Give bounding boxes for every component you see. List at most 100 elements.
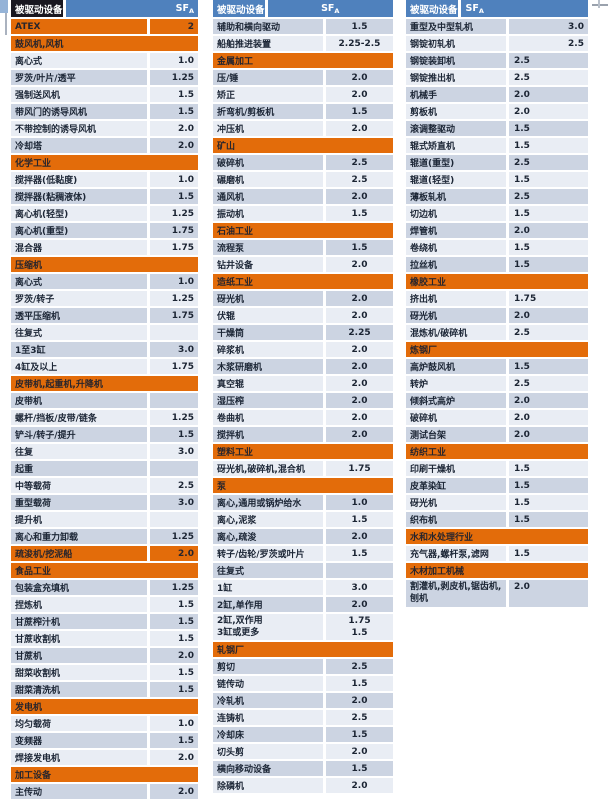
table-row: 离心机(轻型) 1.25 <box>11 206 198 221</box>
row-value: 2.0 <box>326 291 393 306</box>
table-row: 钢锭推出机 2.5 <box>406 70 588 85</box>
table-row: 离心,通用或锅炉给水 1.0 <box>213 495 393 510</box>
row-label: 皮带机 <box>11 393 147 408</box>
table-row: 连铸机 2.5 <box>213 710 393 725</box>
row-label: 碎浆机 <box>213 342 323 357</box>
row-value: 1.5 <box>150 427 198 442</box>
row-value: 2.0 <box>326 410 393 425</box>
table-row: 转子/齿轮/罗茨或叶片 1.5 <box>213 546 393 561</box>
row-value: 1.5 <box>509 495 588 510</box>
row-label: 铲斗/转子/提升 <box>11 427 147 442</box>
row-label: 印刷干燥机 <box>406 461 506 476</box>
table-row: 2缸,双作用 3缸或更多 1.75 1.5 <box>213 614 393 640</box>
row-label: 搅拌器(低黏度) <box>11 172 147 187</box>
table-row: 机械手 2.0 <box>406 87 588 102</box>
row-value: 1.0 <box>150 53 198 68</box>
row-label: 罗茨/叶片/透平 <box>11 70 147 85</box>
row-label: 钢锭推出机 <box>406 70 506 85</box>
row-label-line: 3缸或更多 <box>217 628 260 638</box>
table-row: 均匀载荷 1.0 <box>11 716 198 731</box>
table-row: 搅拌器(低黏度) 1.0 <box>11 172 198 187</box>
table-row: 往复式 <box>11 325 198 340</box>
row-label: 割灌机,剥皮机,锯齿机,刨机 <box>406 580 506 607</box>
row-value: 2.0 <box>326 308 393 323</box>
row-label: 罗茨/转子 <box>11 291 147 306</box>
row-value: 1.0 <box>150 274 198 289</box>
row-value: 2.5 <box>326 659 393 674</box>
table-row: 切边机 1.5 <box>406 206 588 221</box>
table-row: 罗茨/叶片/透平 1.25 <box>11 70 198 85</box>
header-sf-subscript: A <box>188 6 194 15</box>
table-row: 压/锤 2.0 <box>213 70 393 85</box>
table-row: 链传动 1.5 <box>213 676 393 691</box>
row-value: 1.5 <box>509 240 588 255</box>
row-value-line: 1.75 <box>348 616 371 626</box>
row-value: 2.0 <box>326 376 393 391</box>
row-value <box>150 393 198 408</box>
section-header: 矿山 <box>213 138 393 153</box>
header-equipment-label: 被驱动设备 <box>11 0 63 17</box>
row-label: 皮革染缸 <box>406 478 506 493</box>
row-value: 2.5 <box>509 70 588 85</box>
row-value: 2.0 <box>150 121 198 136</box>
table-row: 砑光机 1.5 <box>406 495 588 510</box>
row-value: 2.0 <box>326 342 393 357</box>
table-row: 割灌机,剥皮机,锯齿机,刨机 2.0 <box>406 580 588 607</box>
section-header: 加工设备 <box>11 767 198 782</box>
row-label: 木浆研磨机 <box>213 359 323 374</box>
table-row: 重型载荷 3.0 <box>11 495 198 510</box>
column-header: 被驱动设备 SF A <box>213 0 393 17</box>
table-row: 木浆研磨机 2.0 <box>213 359 393 374</box>
row-label: 卷绕机 <box>406 240 506 255</box>
row-value: 2.0 <box>150 546 198 561</box>
row-value: 1.5 <box>509 512 588 527</box>
table-row: 螺杆/挡板/皮带/链条 1.25 <box>11 410 198 425</box>
table-row: 离心式 1.0 <box>11 53 198 68</box>
table-row: 带风门的诱导风机 1.5 <box>11 104 198 119</box>
row-value: 1.5 <box>509 546 588 561</box>
section-header: 食品工业 <box>11 563 198 578</box>
row-value: 2.5 <box>150 478 198 493</box>
row-label: 重型载荷 <box>11 495 147 510</box>
row-value: 1.75 <box>150 308 198 323</box>
row-value: 1.25 <box>150 580 198 595</box>
table-row: 振动机 1.5 <box>213 206 393 221</box>
row-label: 高炉鼓风机 <box>406 359 506 374</box>
table-row: 卷绕机 1.5 <box>406 240 588 255</box>
table-row: 透平压缩机 1.75 <box>11 308 198 323</box>
table-row: 强制送风机 1.5 <box>11 87 198 102</box>
table-row: 甘蔗机 2.0 <box>11 648 198 663</box>
row-label: 冷却床 <box>213 727 323 742</box>
row-value: 1.75 <box>150 359 198 374</box>
row-value: 2.0 <box>326 778 393 793</box>
row-label: 变频器 <box>11 733 147 748</box>
row-value: 2.0 <box>326 257 393 272</box>
section-header: 发电机 <box>11 699 198 714</box>
row-value: 1.75 <box>509 291 588 306</box>
table-row: 起重 <box>11 461 198 476</box>
table-row: 冲压机 2.0 <box>213 121 393 136</box>
table-row: 卷曲机 2.0 <box>213 410 393 425</box>
row-label: 往复式 <box>11 325 147 340</box>
table-row: 冷却床 1.5 <box>213 727 393 742</box>
table-row: 剪切 2.5 <box>213 659 393 674</box>
row-value: 2.0 <box>509 223 588 238</box>
row-label: 混炼机/破碎机 <box>406 325 506 340</box>
header-sf-text: SF <box>465 3 479 14</box>
header-sf-text: SF <box>321 3 335 14</box>
table-row: 中等载荷 2.5 <box>11 478 198 493</box>
row-label: 起重 <box>11 461 147 476</box>
table-row: 提升机 <box>11 512 198 527</box>
table-row: 甘蔗收割机 1.5 <box>11 631 198 646</box>
row-value: 1.5 <box>326 761 393 776</box>
row-value: 2.0 <box>326 693 393 708</box>
table-row: 滚调整驱动 1.5 <box>406 121 588 136</box>
row-value: 2.0 <box>326 529 393 544</box>
table-row: 重型及中型轧机 3.0 <box>406 19 588 34</box>
table-row: 1至3缸 3.0 <box>11 342 198 357</box>
row-value: 1.5 <box>509 138 588 153</box>
page-corner-artifact-hline <box>592 4 608 6</box>
table-row: 2缸,单作用 2.0 <box>213 597 393 612</box>
row-label: 甘蔗机 <box>11 648 147 663</box>
row-value: 1.25 <box>150 410 198 425</box>
